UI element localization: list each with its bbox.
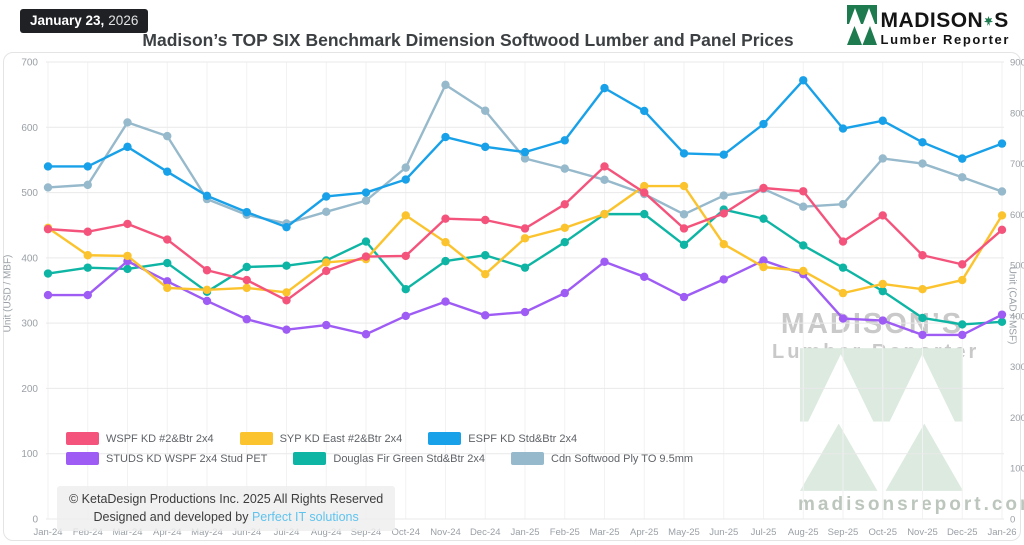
svg-text:Sep-25: Sep-25 bbox=[828, 527, 859, 538]
right-axis-title: Unit (CAD / MSF) bbox=[1006, 266, 1018, 345]
svg-text:Jun-24: Jun-24 bbox=[232, 527, 261, 538]
svg-text:Dec-24: Dec-24 bbox=[470, 527, 501, 538]
svg-text:200: 200 bbox=[21, 384, 38, 395]
date-badge: January 23, 2026 bbox=[20, 9, 149, 33]
svg-text:Nov-24: Nov-24 bbox=[430, 527, 461, 538]
svg-text:400: 400 bbox=[21, 253, 38, 264]
svg-text:800: 800 bbox=[1010, 108, 1024, 119]
left-axis-title: Unit (USD / MBF) bbox=[2, 254, 14, 333]
svg-text:Feb-24: Feb-24 bbox=[73, 527, 103, 538]
series-2 bbox=[43, 76, 1007, 232]
svg-text:May-25: May-25 bbox=[668, 527, 700, 538]
axis-tick-labels: 0 100 200 300 400 500 600 700 0 100 200 300 400 500 60… bbox=[21, 58, 1024, 539]
svg-text:Apr-24: Apr-24 bbox=[153, 527, 182, 538]
svg-text:Apr-25: Apr-25 bbox=[630, 527, 659, 538]
svg-text:Jul-24: Jul-24 bbox=[274, 527, 300, 538]
svg-text:Oct-25: Oct-25 bbox=[868, 527, 897, 538]
perfect-it-solutions-link[interactable]: Perfect IT solutions bbox=[251, 510, 359, 524]
svg-text:600: 600 bbox=[21, 123, 38, 134]
legend-swatch-espf bbox=[428, 432, 462, 445]
svg-text:May-24: May-24 bbox=[191, 527, 223, 538]
svg-text:700: 700 bbox=[1010, 159, 1024, 170]
svg-text:Jan-24: Jan-24 bbox=[33, 527, 62, 538]
badge-date: January 23, bbox=[30, 13, 105, 28]
legend-swatch-syp bbox=[239, 432, 273, 445]
svg-text:700: 700 bbox=[21, 58, 38, 69]
svg-text:Oct-24: Oct-24 bbox=[391, 527, 420, 538]
svg-text:0: 0 bbox=[1010, 515, 1015, 526]
svg-text:Nov-25: Nov-25 bbox=[907, 527, 938, 538]
legend-item-syp[interactable]: SYP KD East #2&Btr 2x4 bbox=[239, 432, 402, 445]
svg-text:100: 100 bbox=[21, 449, 38, 460]
svg-text:300: 300 bbox=[1010, 362, 1024, 373]
svg-text:Aug-25: Aug-25 bbox=[788, 527, 819, 538]
chart-legend: WSPF KD #2&Btr 2x4 SYP KD East #2&Btr 2x… bbox=[66, 432, 719, 472]
watermark-website: madisonsreport.com bbox=[798, 494, 1024, 515]
legend-item-cdn-ply[interactable]: Cdn Softwood Ply TO 9.5mm bbox=[511, 452, 693, 465]
svg-text:600: 600 bbox=[1010, 210, 1024, 221]
svg-text:Mar-24: Mar-24 bbox=[112, 527, 142, 538]
legend-item-studs[interactable]: STUDS KD WSPF 2x4 Stud PET bbox=[66, 452, 267, 465]
watermark-trees-icon bbox=[800, 348, 963, 496]
svg-text:100: 100 bbox=[1010, 464, 1024, 475]
legend-swatch-studs bbox=[66, 452, 99, 465]
svg-text:Mar-25: Mar-25 bbox=[589, 527, 619, 538]
copyright-text: © KetaDesign Productions Inc. 2025 All R… bbox=[69, 492, 384, 506]
footer: © KetaDesign Productions Inc. 2025 All R… bbox=[57, 486, 396, 531]
svg-text:500: 500 bbox=[21, 188, 38, 199]
svg-text:900: 900 bbox=[1010, 58, 1024, 69]
brand-trees-icon bbox=[846, 5, 877, 50]
series-1 bbox=[43, 181, 1007, 298]
svg-text:Jan-26: Jan-26 bbox=[987, 527, 1016, 538]
svg-text:500: 500 bbox=[1010, 261, 1024, 272]
legend-swatch-cdn-ply bbox=[511, 452, 544, 465]
badge-year: 2026 bbox=[108, 13, 139, 28]
svg-text:Jan-25: Jan-25 bbox=[510, 527, 539, 538]
svg-text:Aug-24: Aug-24 bbox=[311, 527, 342, 538]
svg-text:200: 200 bbox=[1010, 413, 1024, 424]
svg-text:Dec-25: Dec-25 bbox=[947, 527, 978, 538]
maple-leaf-icon bbox=[984, 9, 994, 30]
legend-swatch-wspf bbox=[66, 432, 99, 445]
svg-text:300: 300 bbox=[21, 319, 38, 330]
svg-text:Jun-25: Jun-25 bbox=[709, 527, 738, 538]
svg-text:Sep-24: Sep-24 bbox=[351, 527, 382, 538]
legend-item-wspf[interactable]: WSPF KD #2&Btr 2x4 bbox=[66, 432, 214, 445]
svg-text:Jul-25: Jul-25 bbox=[751, 527, 777, 538]
series-0 bbox=[43, 162, 1007, 305]
svg-text:400: 400 bbox=[1010, 311, 1024, 322]
legend-item-douglas-fir[interactable]: Douglas Fir Green Std&Btr 2x4 bbox=[293, 452, 485, 465]
svg-text:0: 0 bbox=[32, 515, 38, 526]
legend-swatch-douglas-fir bbox=[293, 452, 327, 465]
brand-logo: MADISON S Lumber Reporter bbox=[846, 5, 1010, 50]
svg-text:Feb-25: Feb-25 bbox=[550, 527, 580, 538]
legend-item-espf[interactable]: ESPF KD Std&Btr 2x4 bbox=[428, 432, 577, 445]
page-title: Madison’s TOP SIX Benchmark Dimension So… bbox=[142, 30, 794, 50]
credit-text: Designed and developed by Perfect IT sol… bbox=[93, 510, 359, 524]
brand-subtitle: Lumber Reporter bbox=[880, 31, 1010, 47]
brand-name: MADISON S bbox=[880, 8, 1009, 32]
